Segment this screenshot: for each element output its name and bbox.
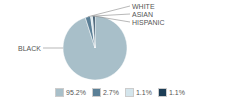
svg-text:BLACK: BLACK [18, 45, 41, 52]
html-text:2.7%: 2.7% [103, 89, 119, 96]
svg-text:WHITE: WHITE [132, 3, 155, 10]
svg-text:HISPANIC: HISPANIC [132, 19, 165, 26]
html-text:1.1%: 1.1% [135, 89, 152, 96]
svg-text:ASIAN: ASIAN [132, 11, 153, 18]
html-text:95.2%: 95.2% [66, 89, 86, 96]
html-text:1.1%: 1.1% [168, 89, 185, 96]
